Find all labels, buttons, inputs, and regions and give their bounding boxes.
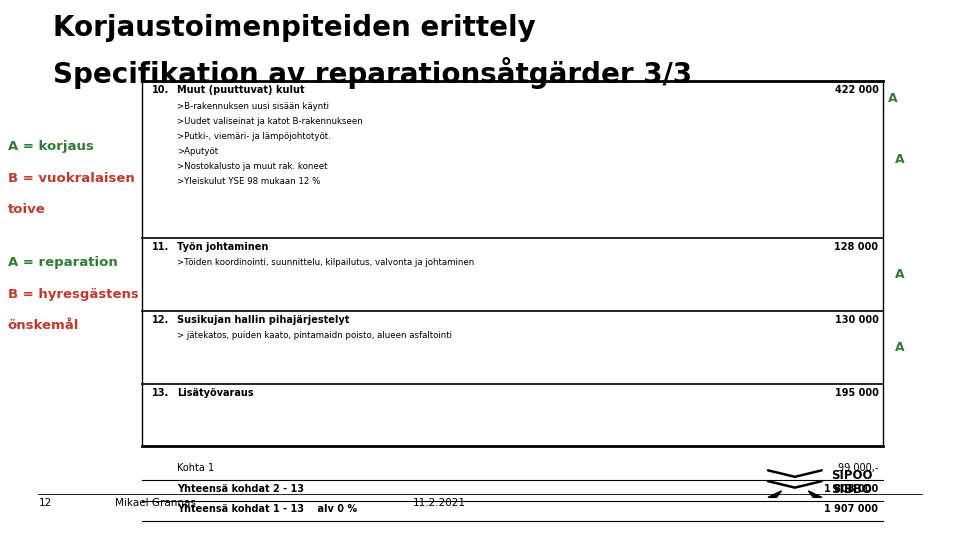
Text: A: A: [895, 341, 904, 354]
Text: Specifikation av reparationsåtgärder 3/3: Specifikation av reparationsåtgärder 3/3: [53, 57, 692, 89]
Text: Kohta 1: Kohta 1: [177, 463, 214, 474]
Text: Yhteensä kohdat 2 - 13: Yhteensä kohdat 2 - 13: [177, 484, 303, 494]
Text: 195 000: 195 000: [834, 388, 878, 398]
Polygon shape: [768, 491, 781, 497]
Text: 11.: 11.: [152, 242, 169, 252]
Text: Lisätyövaraus: Lisätyövaraus: [177, 388, 253, 398]
Polygon shape: [808, 491, 822, 497]
Text: 1 907 000: 1 907 000: [825, 504, 878, 515]
Text: A: A: [895, 153, 904, 166]
Text: toive: toive: [8, 203, 45, 216]
Text: >B-rakennuksen uusi sisään käynti: >B-rakennuksen uusi sisään käynti: [177, 102, 328, 111]
Text: Mikael Grannas: Mikael Grannas: [115, 498, 196, 509]
Text: >Töiden koordinointi, suunnittelu, kilpailutus, valvonta ja johtaminen: >Töiden koordinointi, suunnittelu, kilpa…: [177, 258, 474, 267]
Text: 11.2.2021: 11.2.2021: [413, 498, 466, 509]
Text: A = reparation: A = reparation: [8, 256, 117, 269]
Text: > jätekatos, puiden kaato, pintamaidn poisto, alueen asfaltointi: > jätekatos, puiden kaato, pintamaidn po…: [177, 331, 451, 340]
Text: Susikujan hallin pihajärjestelyt: Susikujan hallin pihajärjestelyt: [177, 315, 349, 325]
Text: önskemål: önskemål: [8, 319, 79, 332]
Text: 99 000,-: 99 000,-: [838, 463, 878, 474]
Text: A: A: [888, 92, 898, 105]
Text: Yhteensä kohdat 1 - 13    alv 0 %: Yhteensä kohdat 1 - 13 alv 0 %: [177, 504, 357, 515]
Text: SIPOO: SIPOO: [831, 469, 873, 482]
Text: A: A: [895, 268, 904, 281]
Text: >Uudet valiseinat ja katot B-rakennukseen: >Uudet valiseinat ja katot B-rakennuksee…: [177, 117, 362, 126]
Text: >Yleiskulut YSE 98 mukaan 12 %: >Yleiskulut YSE 98 mukaan 12 %: [177, 177, 320, 186]
Text: 10.: 10.: [152, 85, 169, 96]
Text: 130 000: 130 000: [834, 315, 878, 325]
Text: 12.: 12.: [152, 315, 169, 325]
Text: >Putki-, viemäri- ja lämpöjohtotyöt.: >Putki-, viemäri- ja lämpöjohtotyöt.: [177, 132, 330, 141]
Text: B = hyresgästens: B = hyresgästens: [8, 288, 138, 301]
Text: 1 808 000: 1 808 000: [824, 484, 878, 494]
Text: Korjaustoimenpiteiden erittely: Korjaustoimenpiteiden erittely: [53, 14, 536, 42]
Text: Työn johtaminen: Työn johtaminen: [177, 242, 268, 252]
Text: 422 000: 422 000: [834, 85, 878, 96]
Text: 128 000: 128 000: [834, 242, 878, 252]
Text: 12: 12: [38, 498, 52, 509]
Text: >Aputyöt: >Aputyöt: [177, 147, 218, 156]
Text: 13.: 13.: [152, 388, 169, 398]
Text: A = korjaus: A = korjaus: [8, 140, 93, 153]
Text: B = vuokralaisen: B = vuokralaisen: [8, 172, 134, 185]
Text: Muut (puuttuvat) kulut: Muut (puuttuvat) kulut: [177, 85, 304, 96]
Text: >Nostokalusto ja muut rak. koneet: >Nostokalusto ja muut rak. koneet: [177, 162, 327, 171]
Text: SIBBO: SIBBO: [831, 483, 873, 496]
